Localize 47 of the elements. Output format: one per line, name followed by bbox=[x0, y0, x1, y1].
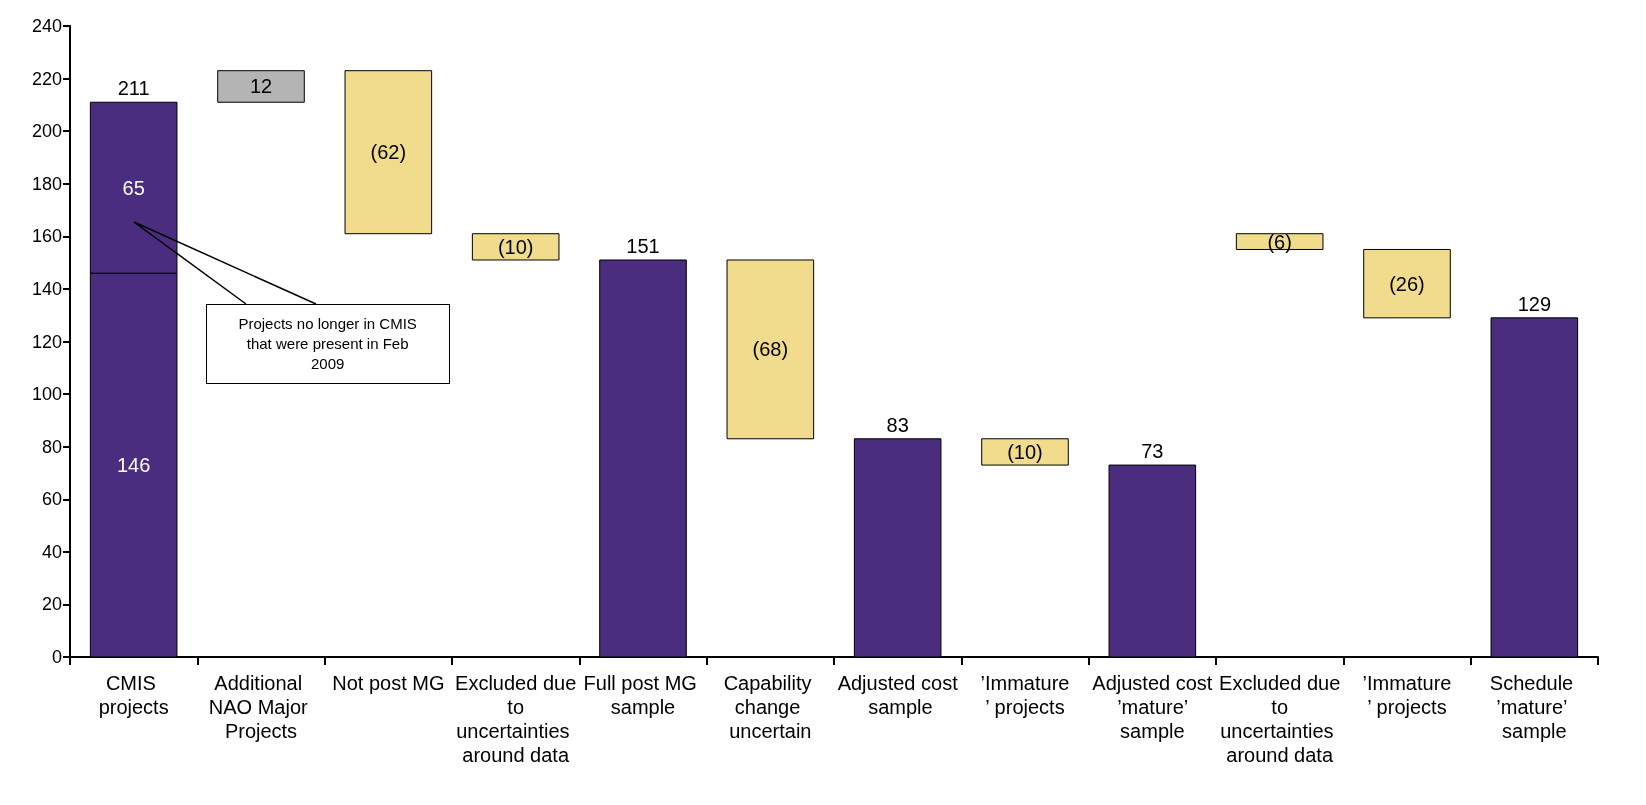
bar bbox=[726, 259, 815, 440]
y-tick-label: 200 bbox=[31, 121, 62, 142]
y-tick-label: 40 bbox=[41, 541, 62, 562]
data-label: 129 bbox=[1517, 292, 1552, 315]
data-label: (10) bbox=[497, 235, 534, 258]
bar bbox=[217, 70, 305, 103]
data-label: 65 bbox=[122, 176, 145, 199]
y-tick-label: 60 bbox=[41, 489, 62, 510]
bar bbox=[1363, 248, 1451, 319]
x-tick-label: Adjusted cost ’mature’ sample bbox=[1092, 672, 1213, 742]
y-tick-label: 180 bbox=[31, 173, 62, 194]
data-label: 146 bbox=[116, 454, 151, 477]
data-label: 151 bbox=[626, 235, 660, 257]
bar bbox=[471, 233, 560, 261]
data-label: (26) bbox=[1389, 272, 1425, 295]
x-tick-label: Adjusted cost sample bbox=[837, 672, 959, 718]
data-label: 12 bbox=[249, 75, 273, 98]
data-label: (6) bbox=[1267, 230, 1292, 253]
data-label: (10) bbox=[1007, 440, 1043, 463]
total-label: 211 bbox=[117, 77, 150, 100]
y-tick-label: 80 bbox=[41, 436, 62, 457]
bar bbox=[981, 438, 1069, 466]
data-label: (68) bbox=[752, 338, 789, 361]
x-tick-label: Schedule ’mature’ sample bbox=[1489, 672, 1579, 742]
x-tick-label: Not post MG bbox=[332, 672, 445, 694]
y-tick-label: 0 bbox=[51, 647, 62, 667]
x-tick-label: ’Immature’ projects bbox=[980, 672, 1070, 718]
y-tick-label: 140 bbox=[31, 278, 62, 299]
data-label: 73 bbox=[1141, 440, 1164, 463]
y-tick-label: 120 bbox=[31, 331, 62, 352]
x-tick-label: ’Immature’ projects bbox=[1362, 672, 1452, 718]
x-tick-label: Capability change uncertain bbox=[723, 672, 818, 742]
y-tick-label: 20 bbox=[41, 594, 62, 615]
bar bbox=[344, 70, 433, 235]
y-tick-label: 220 bbox=[31, 68, 62, 89]
data-label: 83 bbox=[886, 413, 909, 436]
y-tick-label: 240 bbox=[31, 16, 62, 36]
x-tick-label: Full post MG sample bbox=[583, 672, 703, 718]
data-label: (62) bbox=[370, 141, 407, 164]
x-tick-label: Additional NAO Major Projects bbox=[208, 672, 314, 742]
x-tick-label: Excluded due to uncertainties around data bbox=[455, 672, 577, 766]
callout-box: Projects no longer in CMIS that were present in Feb 2009 bbox=[205, 303, 450, 384]
y-tick-label: 160 bbox=[31, 226, 62, 247]
x-tick-label: CMIS projects bbox=[98, 672, 169, 718]
annotation: Projects no longer in CMIS that were present in Feb 2009 bbox=[237, 313, 418, 374]
x-tick-label: Excluded due to uncertainties around data bbox=[1219, 672, 1341, 766]
y-tick-label: 100 bbox=[31, 384, 62, 405]
